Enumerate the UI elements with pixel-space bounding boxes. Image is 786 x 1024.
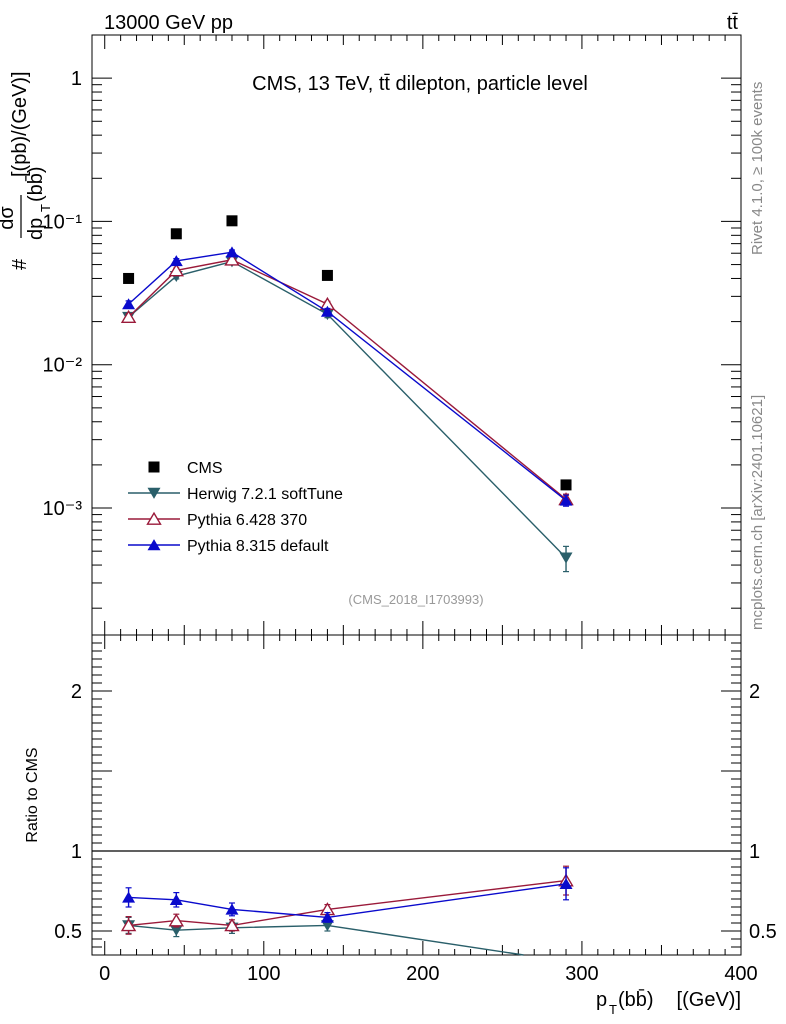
main-point-pythia-8-315-default	[169, 255, 183, 267]
ratio-y-tick-label-left: 0.5	[54, 921, 82, 943]
ratio-point-pythia-8-315-default	[225, 903, 239, 915]
main-y-tick-labels: 1 10⁻¹ 10⁻² 10⁻³	[43, 68, 83, 520]
ratio-y-tick-label-left: 2	[71, 681, 82, 703]
main-point-pythia-8-315-default	[559, 494, 573, 506]
header-right-label: tt̄	[727, 12, 739, 34]
ratio-line-herwig-7-2-1-softtune	[128, 924, 524, 956]
ratio-panel: 0.5 0.5 1 1 2 2 0 100 200 300 400 Ratio to CMS	[24, 634, 777, 985]
ratio-series-pythia-8-315-default	[122, 867, 573, 923]
xlabel-units: [(GeV)]	[677, 989, 741, 1011]
x-tick-label: 300	[565, 963, 598, 985]
main-point-pythia-6-428-370	[168, 263, 185, 277]
legend-label-pythia-8-315-default: Pythia 8.315 default	[187, 538, 329, 555]
xlabel-suffix: (bb̄)	[618, 988, 654, 1011]
x-tick-label: 400	[724, 963, 757, 985]
ylabel-denominator: dp	[25, 218, 47, 240]
main-axis-ticks	[92, 34, 742, 635]
ylabel-prefix: #	[9, 258, 31, 270]
ylabel-units: [(pb)/(GeV)]	[9, 71, 31, 177]
main-point-herwig-7-2-1-softtune	[559, 552, 573, 564]
ratio-y-tick-label-right: 1	[749, 841, 760, 863]
ratio-axis-ticks	[92, 634, 742, 955]
main-point-cms	[560, 479, 572, 491]
legend: CMS Herwig 7.2.1 softTune Pythia 6.428 370…	[128, 460, 343, 555]
source-label: mcplots.cern.ch [arXiv:2401.10621]	[749, 395, 766, 630]
main-y-tick-label: 10⁻¹	[43, 211, 83, 233]
main-y-axis-label: # dσ dp T (bb̄) [(pb)/(GeV)]	[0, 71, 53, 270]
ratio-panel-frame	[91, 634, 742, 956]
main-point-cms	[123, 272, 135, 284]
legend-marker-pythia-8-315-default	[147, 539, 161, 551]
main-y-tick-label: 10⁻²	[43, 355, 83, 377]
main-y-tick-label: 1	[71, 68, 82, 90]
ratio-point-herwig-7-2-1-softtune	[169, 925, 183, 937]
main-series-pythia-8-315-default	[122, 246, 573, 507]
ratio-point-pythia-8-315-default	[320, 911, 334, 923]
x-tick-label: 200	[406, 963, 439, 985]
x-axis-label: p T (bb̄) [(GeV)]	[596, 988, 741, 1017]
ylabel-suffix: (bb̄)	[24, 166, 47, 202]
main-series-group	[120, 215, 574, 573]
x-tick-labels: 0 100 200 300 400	[99, 963, 758, 985]
main-y-tick-label: 10⁻³	[43, 498, 83, 520]
legend-marker-pythia-6-428-370	[146, 511, 162, 525]
legend-label-cms: CMS	[187, 460, 223, 477]
x-tick-label: 100	[247, 963, 280, 985]
ylabel-subscript: T	[38, 204, 53, 212]
ylabel-numerator: dσ	[0, 206, 18, 230]
main-point-pythia-6-428-370	[224, 252, 240, 266]
main-point-pythia-6-428-370	[120, 309, 137, 323]
main-point-pythia-8-315-default	[225, 246, 239, 258]
ratio-y-tick-labels: 0.5 0.5 1 1 2 2	[54, 681, 777, 943]
ratio-point-pythia-8-315-default	[122, 891, 136, 903]
ratio-series-group	[120, 865, 574, 956]
main-point-pythia-8-315-default	[320, 305, 334, 317]
analysis-watermark: (CMS_2018_I1703993)	[348, 592, 483, 607]
chart-title: CMS, 13 TeV, tt̄ dilepton, particle leve…	[252, 73, 588, 95]
ratio-point-pythia-8-315-default	[559, 877, 573, 889]
main-point-cms	[170, 228, 182, 240]
ratio-y-tick-label-right: 0.5	[749, 921, 777, 943]
main-point-pythia-8-315-default	[122, 298, 136, 310]
ratio-point-pythia-8-315-default	[169, 893, 183, 905]
legend-label-pythia-6-428-370: Pythia 6.428 370	[187, 512, 307, 529]
main-series-cms	[123, 215, 572, 491]
xlabel-main: p	[596, 989, 607, 1011]
main-panel: 1 10⁻¹ 10⁻² 10⁻³ CMS, 13 TeV, tt̄ dilepton,…	[43, 34, 742, 636]
ratio-y-axis-label: Ratio to CMS	[24, 747, 41, 842]
legend-marker-cms	[148, 461, 160, 473]
x-tick-label: 0	[99, 963, 110, 985]
xlabel-subscript: T	[609, 1002, 617, 1017]
legend-marker-herwig-7-2-1-softtune	[147, 487, 161, 499]
legend-label-herwig-7-2-1-softtune: Herwig 7.2.1 softTune	[187, 486, 343, 503]
ratio-y-tick-label-left: 1	[71, 841, 82, 863]
ratio-point-pythia-6-428-370	[224, 918, 240, 932]
ratio-point-herwig-7-2-1-softtune	[320, 920, 334, 932]
main-point-cms	[321, 269, 333, 281]
ratio-point-pythia-6-428-370	[168, 913, 185, 927]
header-left-label: 13000 GeV pp	[104, 12, 233, 34]
ratio-series-pythia-6-428-370	[120, 865, 574, 935]
main-point-cms	[226, 215, 238, 227]
ratio-y-tick-label-right: 2	[749, 681, 760, 703]
ratio-point-pythia-6-428-370	[120, 918, 137, 932]
rivet-version-label: Rivet 4.1.0, ≥ 100k events	[749, 82, 766, 255]
ratio-series-herwig-7-2-1-softtune	[122, 916, 524, 956]
